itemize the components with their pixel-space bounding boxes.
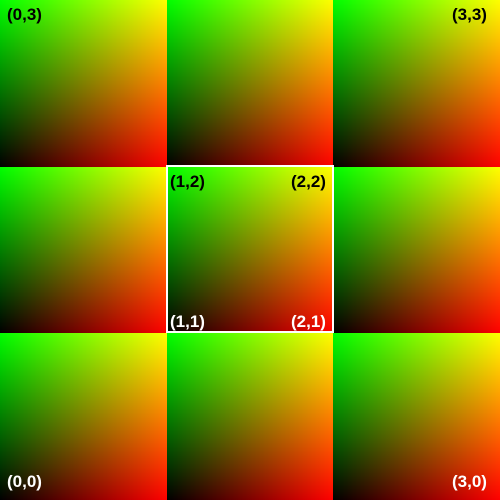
label-top-right: (3,3) <box>452 5 487 24</box>
label-top-left: (0,3) <box>7 5 42 24</box>
gradient-tile-top-right <box>333 0 500 167</box>
gradient-tile-top-left <box>0 0 167 167</box>
gradient-tile-center <box>167 167 333 333</box>
gradient-tile-bottom-right <box>333 333 500 500</box>
center-frame <box>166 165 334 333</box>
gradient-tile-middle-right <box>333 167 500 333</box>
gradient-tile-bottom-left <box>0 333 167 500</box>
label-center-top-left: (1,2) <box>170 172 205 191</box>
gradient-tile-bottom-center <box>167 333 333 500</box>
label-center-top-right: (2,2) <box>291 172 326 191</box>
gradient-tile-top-center <box>167 0 333 167</box>
label-center-bottom-right: (2,1) <box>291 312 326 331</box>
gradient-tile-middle-left <box>0 167 167 333</box>
label-bottom-right: (3,0) <box>452 472 487 491</box>
label-bottom-left: (0,0) <box>7 472 42 491</box>
label-center-bottom-left: (1,1) <box>170 312 205 331</box>
